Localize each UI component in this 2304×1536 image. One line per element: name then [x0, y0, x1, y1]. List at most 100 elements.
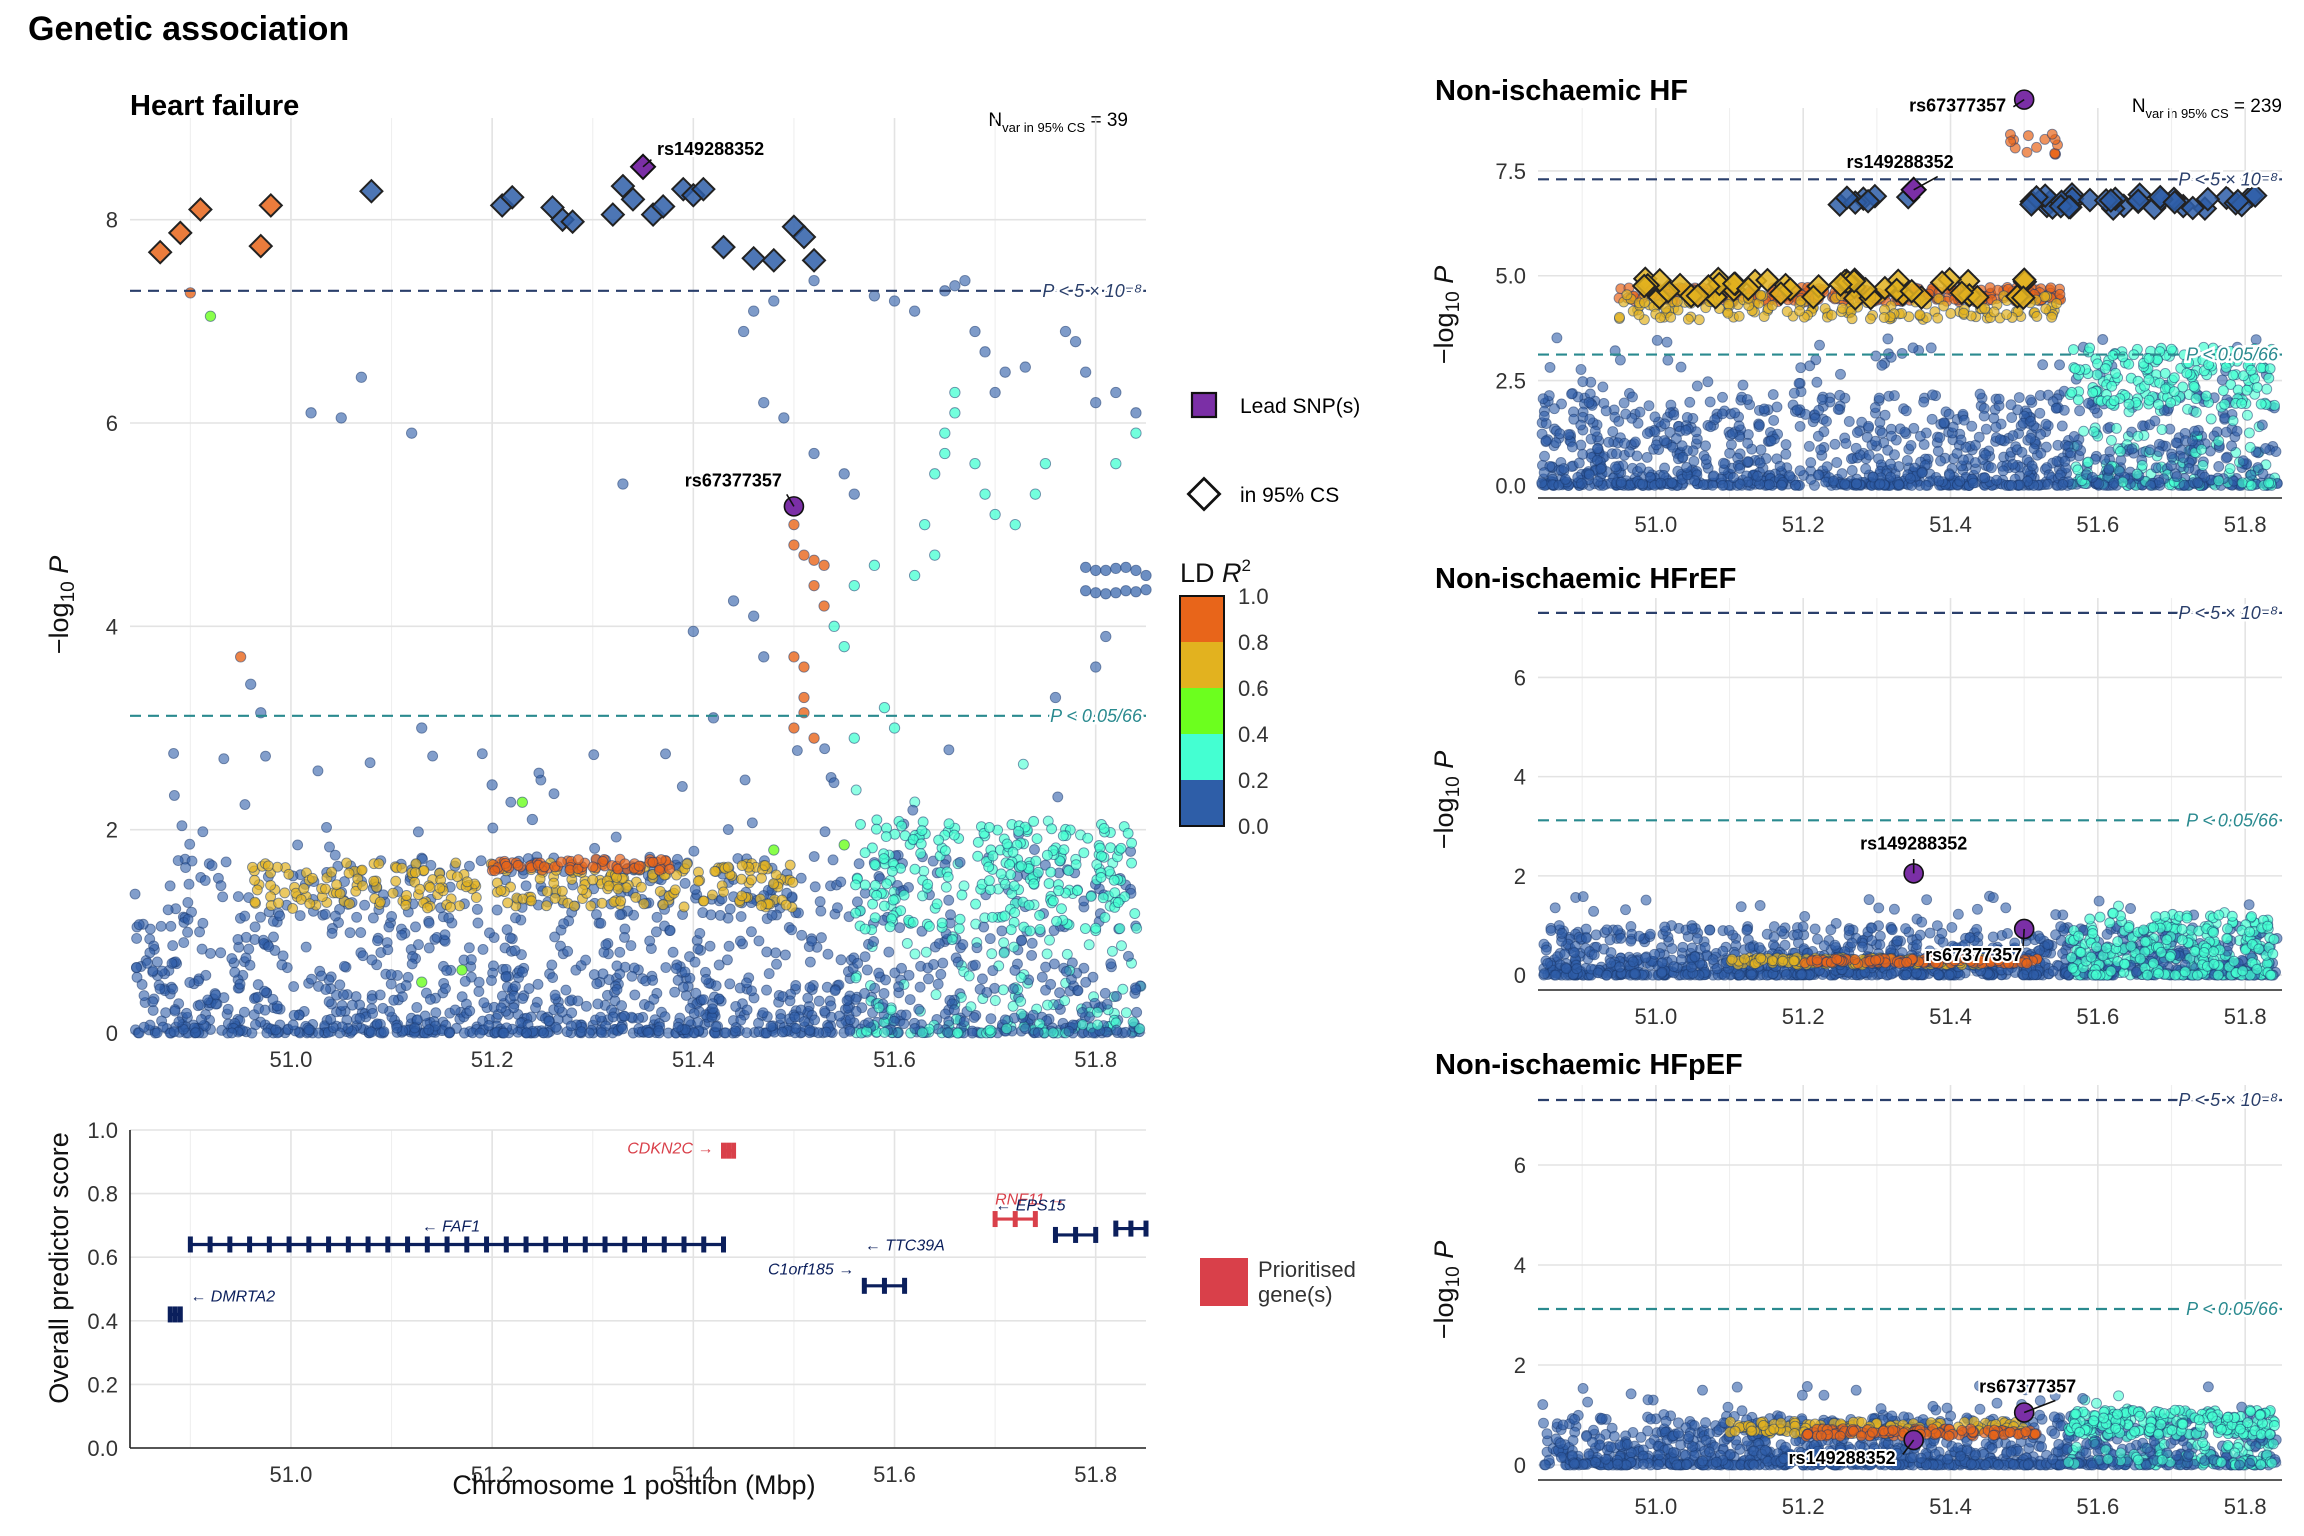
snp-point — [577, 884, 589, 896]
snp-point — [1071, 885, 1083, 897]
snp-point — [249, 874, 261, 886]
gene-exon — [345, 1236, 351, 1253]
snp-point — [411, 1001, 423, 1013]
snp-point — [1588, 905, 1600, 917]
snp-point — [147, 996, 159, 1008]
snp-point — [908, 569, 921, 582]
snp-point — [1635, 462, 1647, 474]
snp-point — [918, 865, 930, 877]
snp-point — [804, 981, 816, 993]
snp-point — [491, 904, 503, 916]
snp-point — [1575, 364, 1587, 375]
snp-point — [1005, 869, 1017, 881]
snp-point — [850, 1005, 862, 1017]
snp-point — [382, 944, 394, 956]
snp-point — [722, 824, 734, 836]
snp-point — [1614, 311, 1625, 323]
snp-point — [1034, 923, 1046, 935]
snp-point — [238, 1006, 250, 1018]
snp-point — [580, 954, 592, 966]
snp-point — [2241, 409, 2253, 421]
snp-point — [277, 950, 289, 962]
snp-point — [600, 939, 612, 951]
snp-point — [1024, 925, 1036, 937]
snp-point — [808, 732, 820, 744]
snp-point — [1831, 457, 1843, 468]
snp-point — [495, 885, 507, 897]
gene-exon — [602, 1236, 608, 1253]
snp-point — [2231, 425, 2243, 437]
snp-point — [329, 910, 341, 922]
points-non-ischaemic-hf — [1536, 89, 2283, 491]
snp-point — [138, 1021, 150, 1033]
snp-point — [2088, 426, 2100, 438]
snp-point — [204, 310, 217, 322]
snp-point — [1863, 894, 1875, 906]
snp-point — [694, 927, 706, 939]
snp-point — [1029, 488, 1041, 500]
snp-point — [1090, 397, 1102, 409]
snp-point — [300, 941, 312, 953]
snp-point — [753, 1017, 764, 1029]
snp-point — [2115, 445, 2126, 457]
snp-point — [1991, 474, 2003, 486]
snp-point — [881, 878, 893, 890]
snp-point — [279, 887, 291, 899]
snp-point — [470, 892, 482, 903]
snp-point — [936, 917, 948, 929]
snp-point — [416, 722, 428, 734]
snp-point — [356, 864, 368, 876]
snp-point — [1614, 354, 1626, 366]
snp-point — [259, 985, 270, 997]
snp-point — [1544, 361, 1556, 373]
snp-point — [414, 883, 426, 895]
gene-exon — [306, 1236, 312, 1253]
threshold-label: P < 5 × 10⁻⁸ — [2178, 169, 2278, 189]
snp-point — [1651, 334, 1663, 346]
snp-point — [1815, 444, 1827, 456]
snp-point — [2106, 380, 2118, 392]
snp-point — [841, 995, 853, 1007]
snp-point — [2117, 351, 2129, 363]
snp-point — [2002, 927, 2013, 939]
snp-point — [1105, 958, 1117, 970]
snp-point — [165, 920, 177, 932]
snp-point — [1846, 313, 1858, 325]
snp-point — [1009, 964, 1021, 976]
snp-point — [1754, 457, 1766, 469]
snp-point — [2165, 397, 2177, 409]
x-tick-label: 51.8 — [1074, 1047, 1117, 1072]
snp-point — [533, 767, 545, 779]
snp-point — [1742, 456, 1754, 468]
snp-point — [268, 931, 279, 943]
grid-gene-track — [130, 1129, 1146, 1449]
snp-point — [2057, 478, 2069, 490]
snp-point — [1106, 945, 1118, 957]
snp-point — [243, 943, 255, 955]
panel-title-non-ischaemic-hfref: Non-ischaemic HFrEF — [1435, 563, 1736, 595]
panel-non-ischaemic-hfref: Non-ischaemic HFrEF P < 5 × 10⁻⁸P < 0.05… — [1429, 563, 2283, 1029]
snp-point — [1072, 985, 1084, 996]
snp-point — [1584, 413, 1596, 425]
snp-point — [2217, 385, 2229, 396]
snp-point — [1851, 427, 1863, 438]
snp-point — [965, 1001, 977, 1013]
snp-point — [1932, 312, 1944, 324]
snp-point — [942, 1027, 954, 1038]
snp-point — [940, 881, 952, 893]
snp-point — [1717, 479, 1729, 491]
snp-point — [265, 879, 277, 891]
snp-point — [1079, 585, 1092, 597]
snp-point — [234, 978, 246, 990]
snp-point — [2257, 468, 2269, 480]
snp-point — [2192, 477, 2204, 488]
snp-point — [871, 889, 883, 901]
snp-point — [1110, 562, 1122, 575]
snp-point — [765, 1020, 777, 1032]
snp-point — [323, 996, 335, 1008]
snp-point — [288, 1009, 300, 1021]
snp-point — [1079, 561, 1092, 574]
snp-point — [184, 838, 196, 850]
snp-point — [780, 899, 792, 911]
